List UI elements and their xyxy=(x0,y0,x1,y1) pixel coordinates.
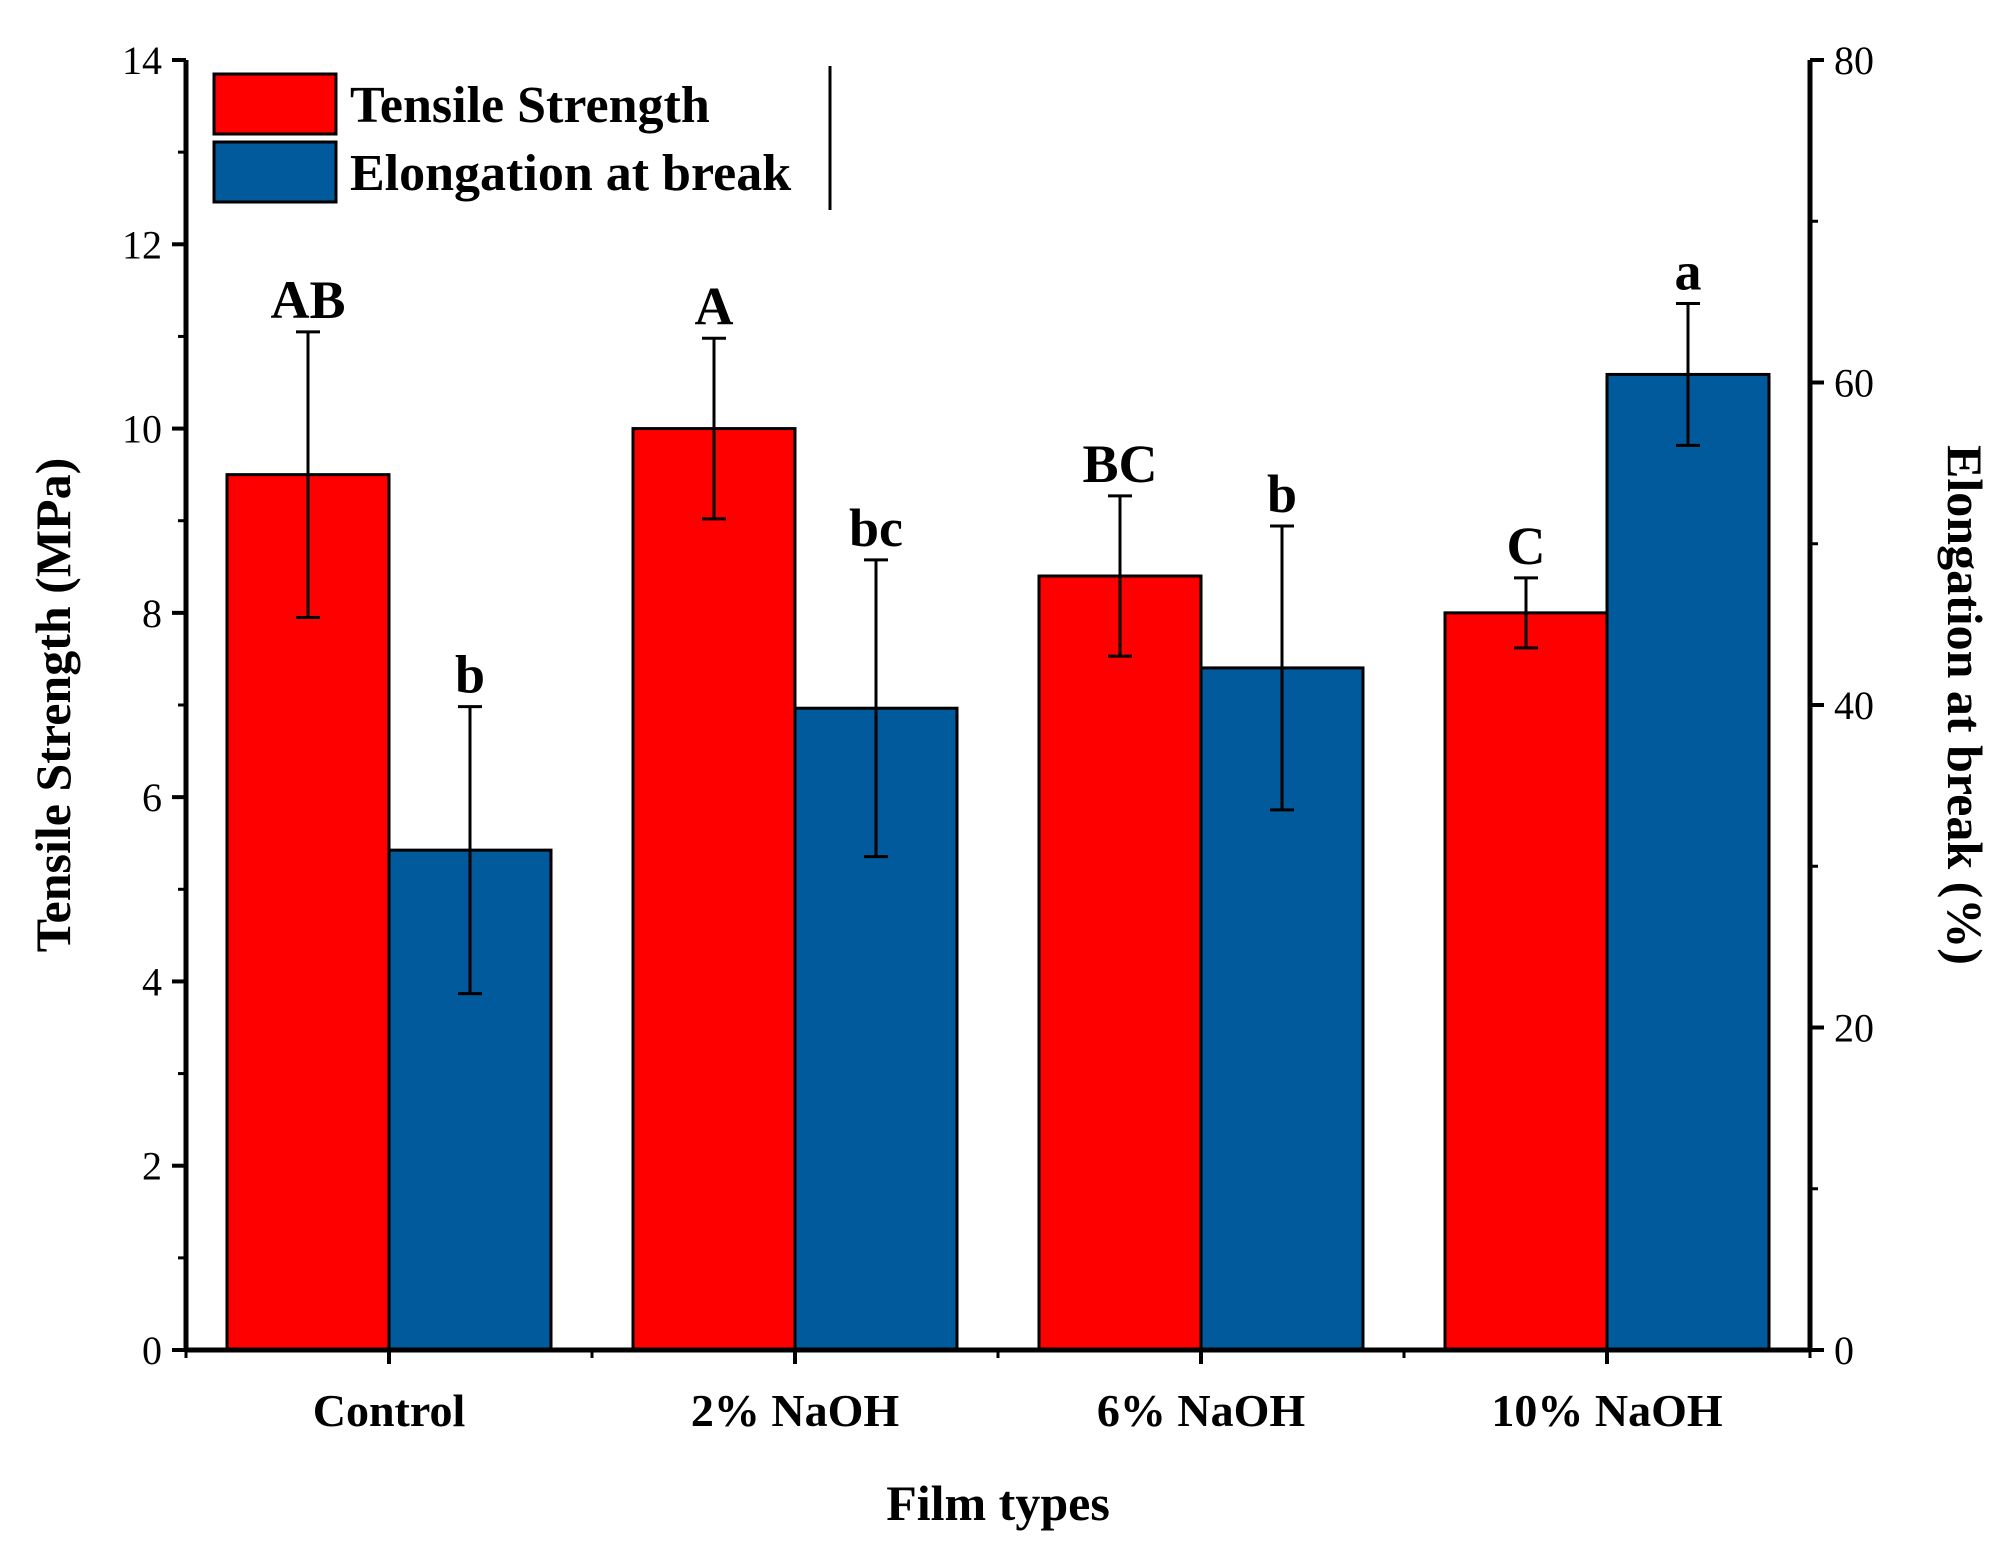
bar-tensile-strength-2pct-naoh xyxy=(631,427,797,1352)
error-bar-tensile-strength-10pct-naoh xyxy=(1514,576,1538,650)
left-axis-title: Tensile Strength (MPa) xyxy=(25,458,81,952)
legend-label-elongation: Elongation at break xyxy=(350,145,791,202)
sig-label-elongation-at-break-6pct-naoh: b xyxy=(1267,464,1297,524)
sig-label-tensile-strength-control: AB xyxy=(270,270,345,330)
error-bar-elongation-at-break-10pct-naoh xyxy=(1676,301,1700,447)
x-tick-label-2pct-naoh: 2% NaOH xyxy=(691,1385,900,1436)
right-axis-ticks: 0 20 40 60 80 xyxy=(1810,38,1874,1373)
left-tick-label: 8 xyxy=(142,591,162,636)
sig-label-tensile-strength-2pct-naoh: A xyxy=(695,276,734,336)
bar-tensile-strength-10pct-naoh xyxy=(1443,611,1609,1352)
error-bar-tensile-strength-6pct-naoh xyxy=(1108,494,1132,658)
right-tick-label: 20 xyxy=(1834,1006,1874,1051)
error-bar-tensile-strength-2pct-naoh xyxy=(702,336,726,521)
legend-swatch-tensile xyxy=(212,72,338,136)
sig-label-tensile-strength-10pct-naoh: C xyxy=(1507,516,1546,576)
left-tick-label: 10 xyxy=(122,407,162,452)
left-tick-label: 2 xyxy=(142,1144,162,1189)
error-bar-elongation-at-break-6pct-naoh xyxy=(1270,524,1294,812)
bars xyxy=(225,372,1771,1352)
right-tick-label: 60 xyxy=(1834,361,1874,406)
bar-elongation-at-break-10pct-naoh xyxy=(1605,372,1771,1352)
sig-label-elongation-at-break-10pct-naoh: a xyxy=(1675,241,1702,301)
x-tick-label-control: Control xyxy=(313,1385,466,1436)
sig-label-elongation-at-break-2pct-naoh: bc xyxy=(849,498,903,558)
left-tick-label: 4 xyxy=(142,959,162,1004)
right-tick-label: 40 xyxy=(1834,683,1874,728)
error-bar-elongation-at-break-control xyxy=(458,705,482,996)
legend-label-tensile: Tensile Strength xyxy=(350,77,710,134)
right-axis-title: Elongation at break (%) xyxy=(1937,445,1993,965)
bar-tensile-strength-6pct-naoh xyxy=(1037,574,1203,1352)
left-tick-label: 14 xyxy=(122,38,162,83)
right-tick-label: 0 xyxy=(1834,1328,1854,1373)
error-bar-elongation-at-break-2pct-naoh xyxy=(864,558,888,859)
sig-label-elongation-at-break-control: b xyxy=(455,645,485,705)
bar-tensile-strength-control xyxy=(225,473,391,1352)
x-tick-label-6pct-naoh: 6% NaOH xyxy=(1097,1385,1306,1436)
left-tick-label: 6 xyxy=(142,775,162,820)
x-axis-title: Film types xyxy=(886,1475,1110,1531)
right-tick-label: 80 xyxy=(1834,38,1874,83)
legend-swatch-elongation xyxy=(212,140,338,204)
sig-label-tensile-strength-6pct-naoh: BC xyxy=(1082,434,1157,494)
left-axis-ticks: 0 2 4 6 8 10 12 14 xyxy=(122,38,186,1373)
left-tick-label: 0 xyxy=(142,1328,162,1373)
error-bars xyxy=(296,301,1700,996)
error-bar-tensile-strength-control xyxy=(296,330,320,619)
legend: Tensile Strength Elongation at break xyxy=(212,66,832,210)
x-axis-ticks: Control 2% NaOH 6% NaOH 10% NaOH xyxy=(184,1350,1812,1436)
x-tick-label-10pct-naoh: 10% NaOH xyxy=(1491,1385,1723,1436)
left-tick-label: 12 xyxy=(122,222,162,267)
significance-labels: AB b Abc BC b Ca xyxy=(270,241,1701,704)
